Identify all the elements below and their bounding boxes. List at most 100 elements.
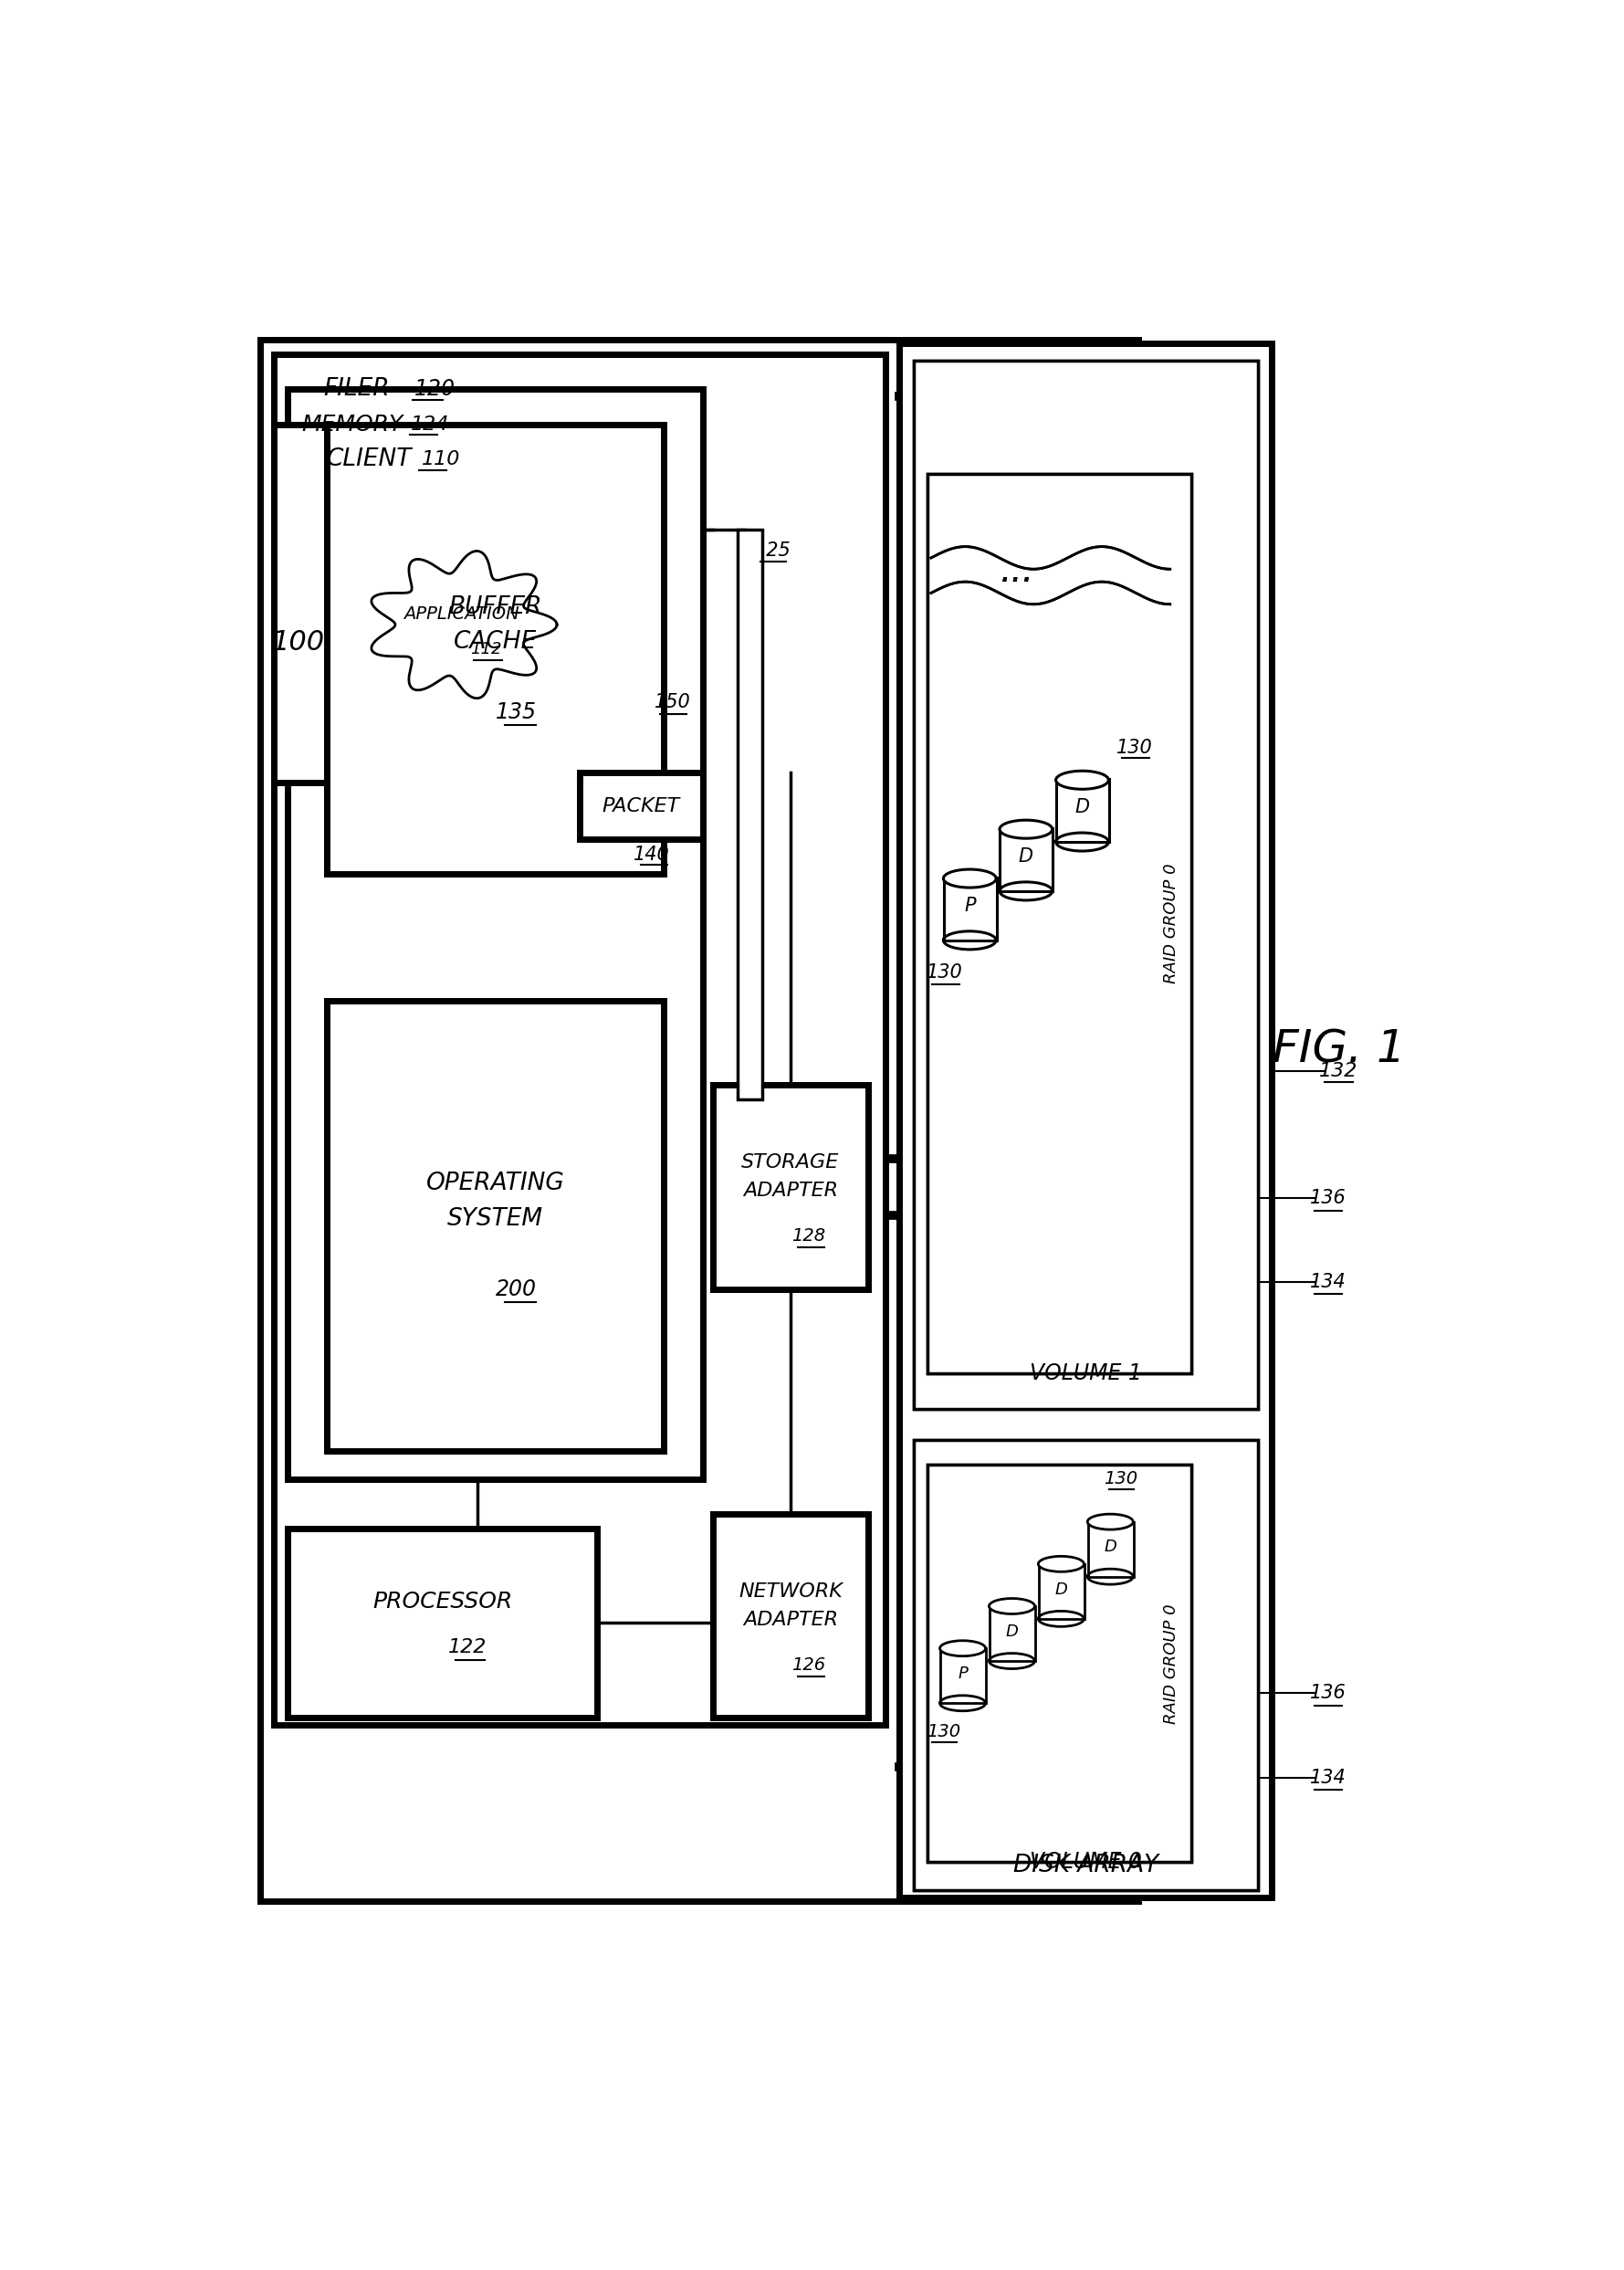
Ellipse shape: [1056, 772, 1109, 790]
Text: P: P: [958, 1666, 968, 1682]
Text: RAID GROUP 0: RAID GROUP 0: [1163, 863, 1179, 983]
Ellipse shape: [989, 1653, 1034, 1668]
Ellipse shape: [1038, 1557, 1083, 1571]
Text: CACHE: CACHE: [453, 631, 538, 654]
Bar: [274, 424, 565, 783]
Bar: [1056, 779, 1109, 842]
Text: 130: 130: [1117, 738, 1153, 756]
Text: ...: ...: [1000, 554, 1034, 590]
Bar: [927, 474, 1190, 1373]
Ellipse shape: [989, 1598, 1034, 1614]
Text: 128: 128: [791, 1228, 825, 1244]
Bar: [287, 1528, 598, 1718]
Bar: [713, 1514, 867, 1718]
Bar: [1000, 829, 1052, 892]
Text: 124: 124: [411, 415, 450, 434]
Text: ...: ...: [1000, 554, 1034, 590]
Bar: [900, 343, 1272, 1898]
Bar: [927, 474, 1190, 1373]
Text: 112: 112: [471, 640, 502, 658]
Bar: [287, 388, 703, 1480]
Bar: [713, 1514, 867, 1718]
Text: 132: 132: [1319, 1062, 1358, 1081]
Text: P: P: [965, 897, 976, 915]
Text: 134: 134: [1311, 1768, 1346, 1786]
Text: D: D: [1104, 1539, 1117, 1555]
Ellipse shape: [1000, 819, 1052, 838]
Text: D: D: [1018, 847, 1033, 865]
Text: FIG. 1: FIG. 1: [1272, 1028, 1405, 1071]
Text: MEMORY: MEMORY: [302, 413, 403, 436]
Ellipse shape: [1088, 1514, 1134, 1530]
Text: 134: 134: [1311, 1273, 1346, 1292]
Bar: [274, 354, 885, 1725]
Text: 130: 130: [1104, 1471, 1138, 1487]
Text: NETWORK: NETWORK: [739, 1582, 843, 1600]
Ellipse shape: [1000, 883, 1052, 901]
Text: D: D: [1075, 799, 1090, 817]
Text: CLIENT: CLIENT: [326, 447, 412, 472]
Text: DISK ARRAY: DISK ARRAY: [1013, 1855, 1158, 1877]
Bar: [989, 1607, 1034, 1662]
Bar: [713, 1085, 867, 1289]
Ellipse shape: [1088, 1569, 1134, 1584]
Text: D: D: [1005, 1623, 1018, 1639]
Text: 100: 100: [271, 629, 325, 656]
Text: SYSTEM: SYSTEM: [447, 1208, 544, 1230]
Text: 120: 120: [414, 379, 455, 400]
Text: FILER: FILER: [323, 377, 390, 402]
Ellipse shape: [1056, 833, 1109, 851]
Bar: [913, 1439, 1259, 1891]
Bar: [260, 340, 1138, 1900]
Bar: [944, 878, 997, 940]
Bar: [927, 1464, 1190, 1861]
Bar: [900, 343, 1272, 1898]
Bar: [274, 354, 885, 1725]
Text: STORAGE: STORAGE: [742, 1153, 840, 1171]
Text: 125: 125: [755, 543, 791, 561]
Ellipse shape: [944, 931, 996, 949]
Text: PACKET: PACKET: [603, 797, 680, 815]
Bar: [274, 424, 565, 783]
Bar: [326, 424, 664, 874]
Text: VOLUME 0: VOLUME 0: [1030, 1850, 1142, 1873]
Text: 130: 130: [927, 962, 963, 983]
Bar: [913, 361, 1259, 1410]
Bar: [1088, 1521, 1134, 1578]
Text: D: D: [1054, 1582, 1067, 1598]
Text: ADAPTER: ADAPTER: [742, 1609, 838, 1628]
Bar: [326, 1001, 664, 1451]
Bar: [580, 772, 703, 840]
Text: 135: 135: [495, 701, 538, 724]
Text: OPERATING: OPERATING: [425, 1171, 565, 1196]
Text: ADAPTER: ADAPTER: [742, 1180, 838, 1201]
Polygon shape: [372, 552, 557, 699]
Text: 136: 136: [1311, 1189, 1346, 1208]
Bar: [287, 1528, 598, 1718]
Text: 136: 136: [1311, 1684, 1346, 1702]
Bar: [287, 388, 703, 1480]
Text: 140: 140: [633, 844, 669, 863]
Text: APPLICATION: APPLICATION: [404, 606, 520, 622]
Bar: [913, 361, 1259, 1410]
Bar: [940, 1648, 986, 1702]
Bar: [737, 529, 762, 1099]
Text: VOLUME 1: VOLUME 1: [1030, 1362, 1142, 1385]
Bar: [913, 1439, 1259, 1891]
Ellipse shape: [1038, 1612, 1083, 1628]
Text: PROCESSOR: PROCESSOR: [372, 1591, 513, 1614]
Text: RAID GROUP 0: RAID GROUP 0: [1163, 1603, 1179, 1723]
Ellipse shape: [944, 869, 996, 888]
Text: 110: 110: [422, 449, 460, 468]
Bar: [713, 1085, 867, 1289]
Text: 130: 130: [927, 1723, 961, 1741]
Text: 200: 200: [495, 1278, 538, 1301]
Text: BUFFER: BUFFER: [448, 595, 542, 620]
Ellipse shape: [940, 1641, 986, 1657]
Text: 126: 126: [791, 1657, 825, 1673]
Ellipse shape: [940, 1696, 986, 1712]
Bar: [260, 340, 1138, 1900]
Bar: [1039, 1564, 1085, 1619]
Text: 150: 150: [654, 692, 690, 711]
Bar: [927, 1464, 1190, 1861]
